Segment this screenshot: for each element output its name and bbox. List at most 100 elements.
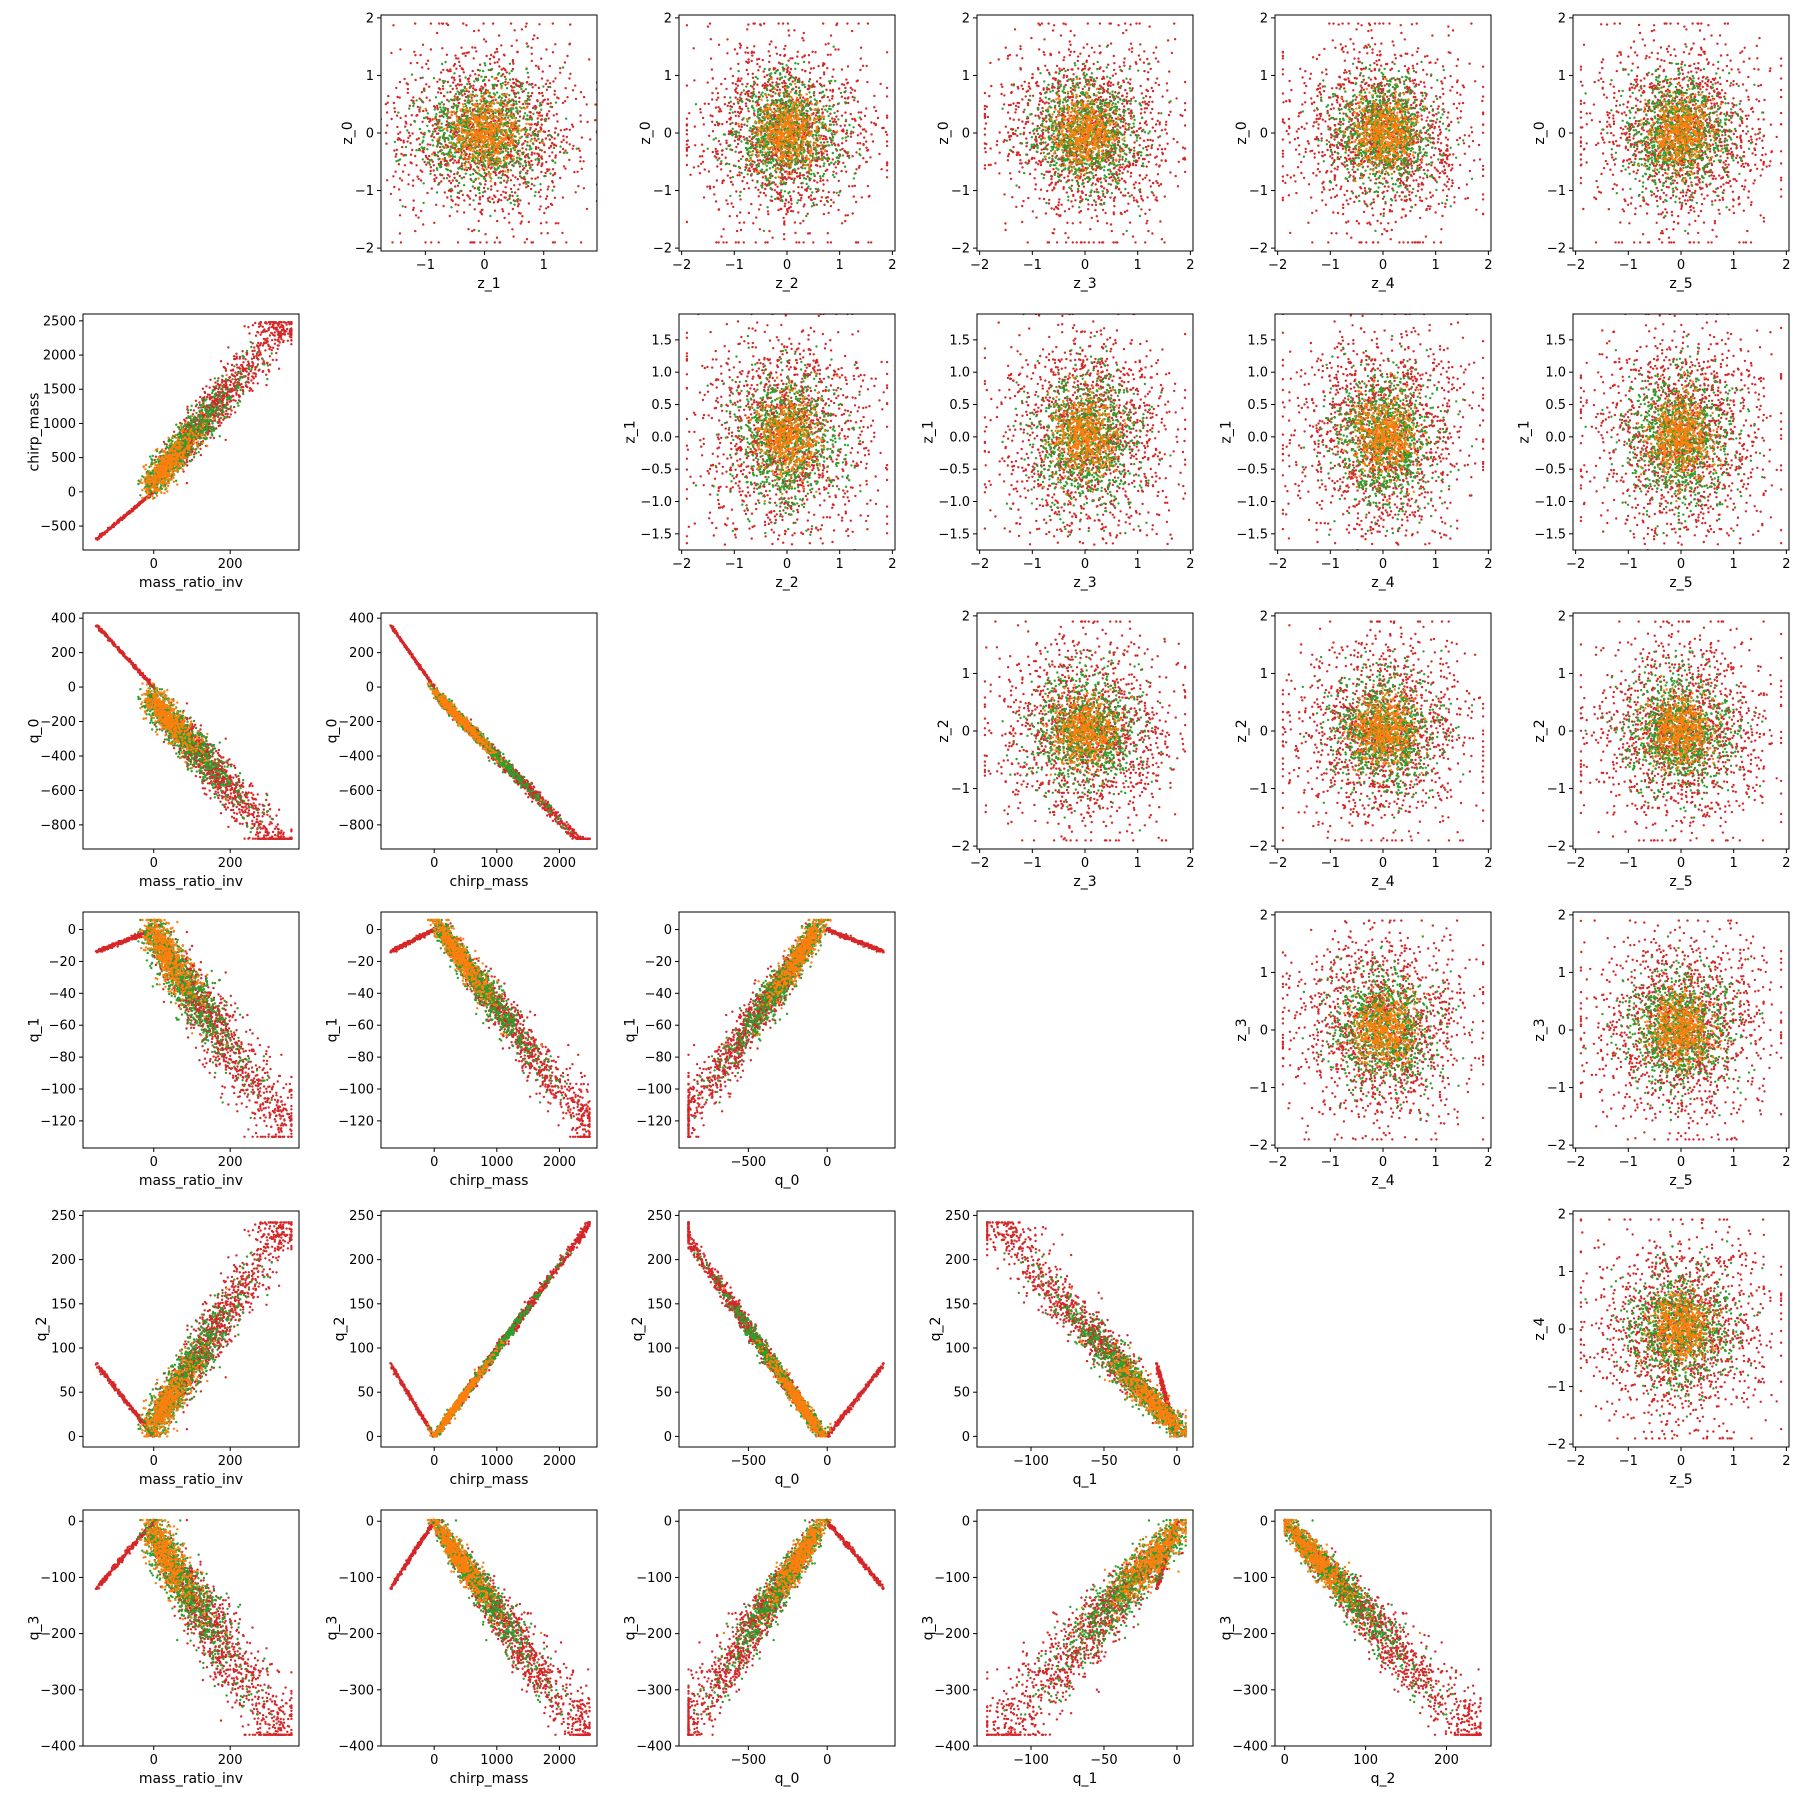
- data-point: [485, 111, 487, 113]
- data-point: [523, 115, 525, 117]
- data-point: [711, 98, 713, 100]
- data-point: [787, 176, 789, 178]
- data-point: [783, 80, 785, 82]
- data-point: [525, 164, 527, 166]
- data-point: [886, 134, 888, 136]
- data-point: [437, 138, 439, 140]
- data-point: [469, 174, 471, 176]
- data-point: [533, 184, 535, 186]
- data-point: [753, 168, 755, 170]
- data-point: [494, 137, 496, 139]
- data-point: [801, 182, 803, 184]
- data-point: [481, 125, 483, 127]
- data-point: [540, 171, 542, 173]
- data-point: [792, 182, 794, 184]
- data-point: [526, 46, 528, 48]
- data-point: [686, 221, 688, 223]
- data-point: [755, 241, 757, 243]
- data-point: [456, 108, 458, 110]
- data-point: [528, 157, 530, 159]
- data-point: [386, 179, 388, 181]
- data-point: [739, 191, 741, 193]
- data-point: [524, 129, 526, 131]
- data-point: [785, 199, 787, 201]
- data-point: [774, 170, 776, 172]
- data-point: [473, 154, 475, 156]
- data-point: [499, 162, 501, 164]
- data-point: [476, 136, 478, 138]
- data-point: [886, 95, 888, 97]
- data-point: [715, 87, 717, 89]
- data-point: [473, 80, 475, 82]
- data-point: [376, 86, 378, 88]
- data-point: [811, 205, 813, 207]
- data-point: [487, 146, 489, 148]
- data-point: [516, 39, 518, 41]
- data-point: [454, 63, 456, 65]
- data-point: [788, 201, 790, 203]
- data-point: [802, 174, 804, 176]
- data-point: [732, 206, 734, 208]
- data-point: [754, 186, 756, 188]
- data-point: [522, 117, 524, 119]
- data-point: [738, 160, 740, 162]
- data-point: [437, 141, 439, 143]
- data-point: [531, 53, 533, 55]
- data-point: [399, 177, 401, 179]
- data-point: [510, 22, 512, 24]
- data-point: [412, 105, 414, 107]
- data-point: [521, 85, 523, 87]
- data-point: [464, 55, 466, 57]
- data-point: [464, 164, 466, 166]
- data-point: [794, 68, 796, 70]
- data-point: [531, 151, 533, 153]
- data-point: [518, 97, 520, 99]
- data-point: [797, 211, 799, 213]
- data-point: [515, 83, 517, 85]
- data-point: [449, 148, 451, 150]
- data-point: [807, 88, 809, 90]
- data-point: [463, 123, 465, 125]
- data-point: [816, 137, 818, 139]
- data-point: [436, 191, 438, 193]
- data-point: [703, 196, 705, 198]
- data-point: [514, 176, 516, 178]
- data-point: [580, 120, 582, 122]
- data-point: [422, 44, 424, 46]
- data-point: [458, 61, 460, 63]
- data-point: [808, 80, 810, 82]
- data-point: [793, 179, 795, 181]
- data-point: [847, 214, 849, 216]
- data-point: [804, 167, 806, 169]
- data-point: [834, 144, 836, 146]
- data-point: [827, 54, 829, 56]
- data-point: [452, 179, 454, 181]
- data-point: [528, 202, 530, 204]
- data-point: [569, 129, 571, 131]
- data-point: [850, 136, 852, 138]
- data-point: [412, 96, 414, 98]
- data-point: [507, 156, 509, 158]
- data-point: [519, 171, 521, 173]
- data-point: [750, 203, 752, 205]
- data-point: [704, 168, 706, 170]
- data-point: [510, 127, 512, 129]
- data-point: [476, 166, 478, 168]
- data-point: [473, 147, 475, 149]
- data-point: [405, 146, 407, 148]
- data-point: [581, 136, 583, 138]
- data-point: [713, 186, 715, 188]
- data-point: [830, 241, 832, 243]
- data-point: [821, 152, 823, 154]
- data-point: [795, 86, 797, 88]
- data-point: [768, 230, 770, 232]
- data-point: [863, 136, 865, 138]
- data-point: [787, 29, 789, 31]
- data-point: [442, 69, 444, 71]
- data-point: [386, 124, 388, 126]
- data-point: [502, 141, 504, 143]
- data-point: [492, 118, 494, 120]
- data-point: [725, 241, 727, 243]
- data-point: [464, 103, 466, 105]
- data-point: [545, 137, 547, 139]
